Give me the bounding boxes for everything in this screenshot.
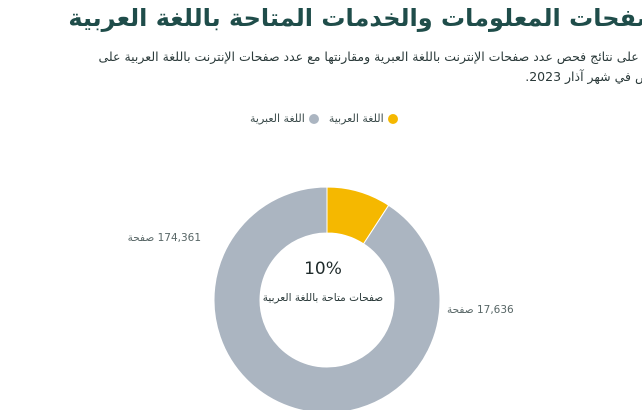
slice-label-hebrew: 174,361 صفحة	[128, 232, 201, 244]
slice-hebrew[interactable]	[213, 186, 441, 410]
chart-legend: اللغة العبرية اللغة العربية	[250, 112, 398, 125]
page-description: طيات على نتائج فحص عدد صفحات الإنترنت با…	[0, 47, 642, 87]
center-label: صفحات متاحة باللغة العربية	[263, 292, 383, 304]
description-line-1: طيات على نتائج فحص عدد صفحات الإنترنت با…	[98, 49, 642, 64]
legend-item-hebrew[interactable]: اللغة العبرية	[250, 112, 319, 125]
legend-label-hebrew: اللغة العبرية	[250, 112, 305, 125]
slice-label-arabic: 17,636 صفحة	[447, 304, 514, 316]
page-title: صفحات المعلومات والخدمات المتاحة باللغة …	[68, 4, 642, 32]
legend-swatch-arabic	[387, 113, 398, 124]
description-line-2: الفحص في شهر آذار 2023.	[525, 69, 642, 84]
center-percentage: 10%	[304, 259, 342, 279]
legend-swatch-hebrew	[308, 113, 319, 124]
legend-item-arabic[interactable]: اللغة العربية	[329, 112, 398, 125]
legend-label-arabic: اللغة العربية	[328, 112, 384, 125]
